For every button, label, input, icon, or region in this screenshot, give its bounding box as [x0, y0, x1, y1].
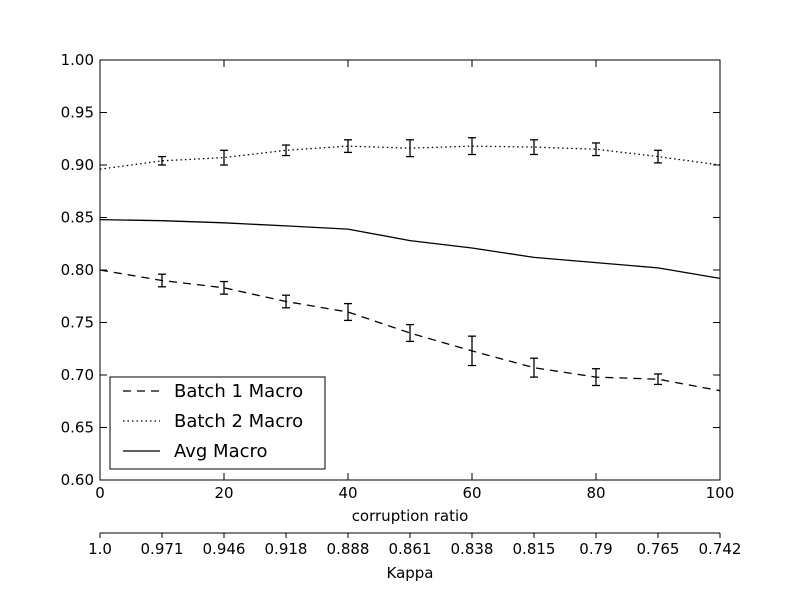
series-avg-macro — [99, 218, 721, 280]
y-tick-label: 0.60 — [61, 471, 94, 489]
x-tick-label: 80 — [586, 484, 605, 502]
y-axis: 0.60 0.65 0.70 0.75 0.80 0.85 0.90 0.95 1.00 — [61, 51, 720, 489]
legend-label: Batch 1 Macro — [174, 381, 303, 402]
y-tick-label: 0.65 — [61, 419, 94, 437]
kappa-tick-label: 0.971 — [141, 540, 184, 558]
series-line — [99, 269, 721, 392]
legend-box — [109, 376, 326, 470]
x-tick-label: 60 — [462, 484, 481, 502]
kappa-tick-label: 0.888 — [327, 540, 370, 558]
series-batch-2-macro — [99, 137, 721, 170]
kappa-tick-label: 1.0 — [88, 540, 112, 558]
x-tick-label: 100 — [706, 484, 735, 502]
kappa-tick-label: 0.742 — [699, 540, 742, 558]
y-tick-label: 0.90 — [61, 156, 94, 174]
series-batch-1-macro — [99, 269, 721, 392]
y-tick-label: 0.70 — [61, 366, 94, 384]
kappa-tick-label: 0.765 — [637, 540, 680, 558]
kappa-tick-label: 0.815 — [513, 540, 556, 558]
legend-label: Batch 2 Macro — [174, 411, 303, 432]
kappa-tick-label: 0.838 — [451, 540, 494, 558]
x-tick-label: 40 — [338, 484, 357, 502]
x-axis: 0 20 40 60 80 100 — [95, 60, 734, 502]
kappa-tick-label: 0.946 — [203, 540, 246, 558]
y-tick-label: 1.00 — [61, 51, 94, 69]
kappa-axis: 1.0 0.971 0.946 0.918 0.888 0.861 0.838 0.815 0.… — [88, 532, 742, 558]
legend: Batch 1 Macro Batch 2 Macro Avg Macro — [109, 376, 326, 470]
kappa-axis-title: Kappa — [387, 564, 434, 582]
x-tick-label: 0 — [95, 484, 105, 502]
x-tick-label: 20 — [214, 484, 233, 502]
kappa-tick-label: 0.79 — [579, 540, 612, 558]
y-tick-label: 0.85 — [61, 209, 94, 227]
x-axis-title: corruption ratio — [352, 507, 469, 525]
y-tick-label: 0.95 — [61, 104, 94, 122]
legend-label: Avg Macro — [174, 441, 268, 462]
series-layer — [99, 137, 721, 392]
series-line — [99, 218, 721, 280]
y-tick-label: 0.75 — [61, 314, 94, 332]
y-tick-label: 0.80 — [61, 261, 94, 279]
kappa-tick-label: 0.918 — [265, 540, 308, 558]
kappa-tick-label: 0.861 — [389, 540, 432, 558]
